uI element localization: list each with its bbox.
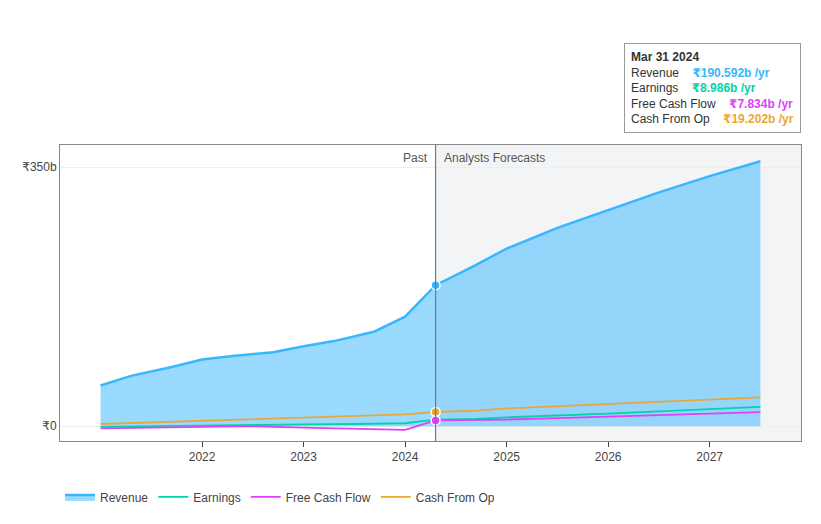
svg-text:Past: Past	[403, 151, 428, 165]
svg-text:Earnings: Earnings	[193, 491, 240, 505]
svg-text:2022: 2022	[189, 450, 216, 464]
svg-text:Revenue: Revenue	[100, 491, 148, 505]
svg-text:Free Cash Flow: Free Cash Flow	[286, 491, 371, 505]
svg-text:Analysts Forecasts: Analysts Forecasts	[444, 151, 545, 165]
svg-text:Mar 31 2024Revenue ₹190.592: Mar 31 2024Revenue ₹190.592b /yrEarnings…	[631, 50, 794, 126]
svg-text:2027: 2027	[696, 450, 723, 464]
svg-text:₹0: ₹0	[42, 419, 57, 433]
svg-text:2024: 2024	[392, 450, 419, 464]
svg-text:2025: 2025	[493, 450, 520, 464]
svg-text:₹350b: ₹350b	[22, 160, 57, 174]
svg-text:2023: 2023	[290, 450, 317, 464]
svg-text:2026: 2026	[595, 450, 622, 464]
svg-text:Cash From Op: Cash From Op	[416, 491, 495, 505]
